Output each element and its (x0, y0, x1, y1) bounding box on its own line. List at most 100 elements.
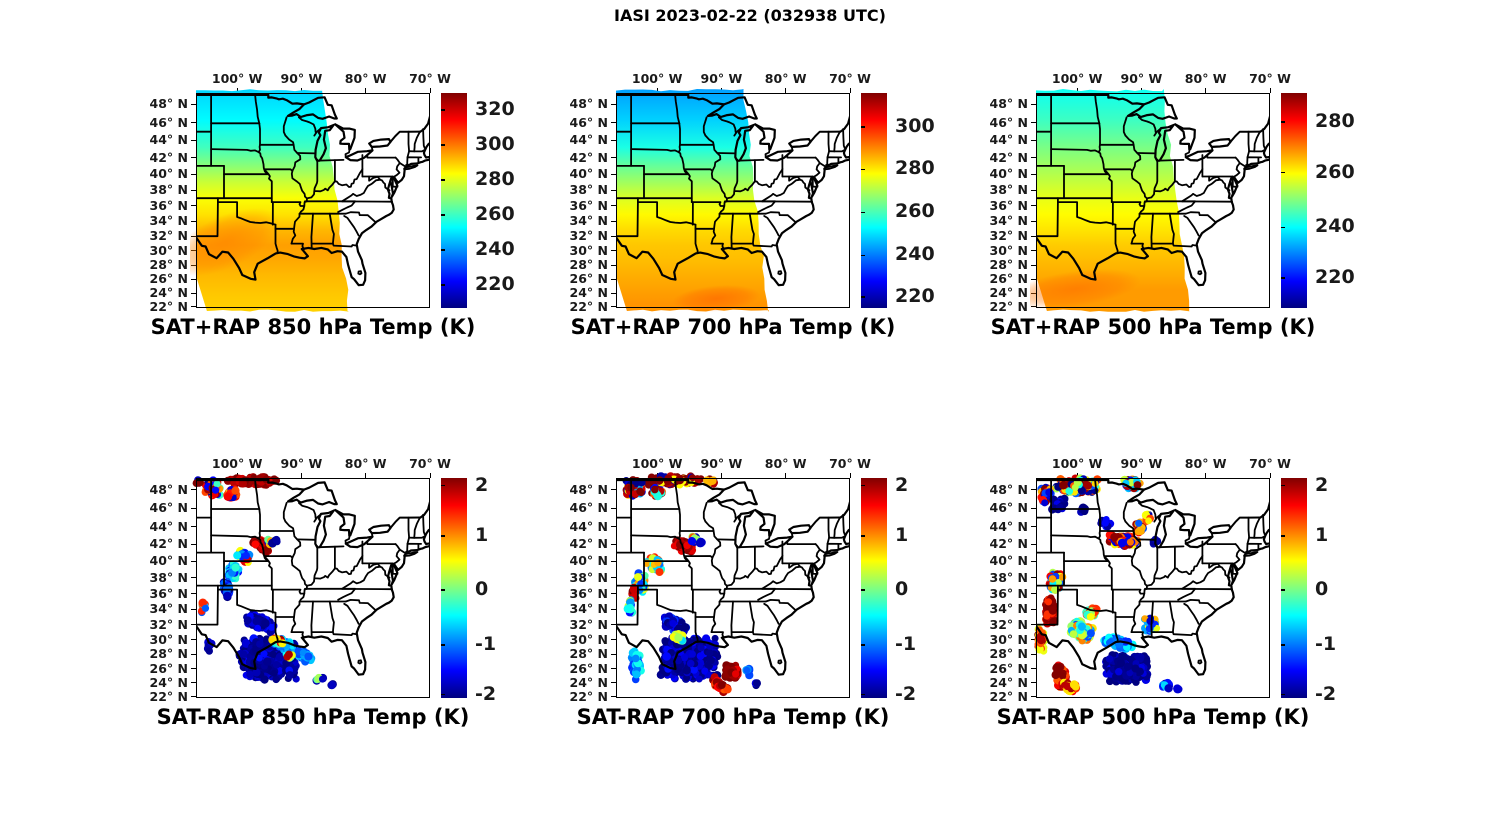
y-tick-label: 24° N (149, 674, 188, 690)
y-tick-mark (191, 507, 196, 509)
colorbar-tick-label: 300 (475, 133, 515, 156)
colorbar-tick-label: 220 (895, 285, 935, 308)
colorbar-tick-mark (861, 589, 865, 591)
y-tick-label: 34° N (989, 601, 1028, 617)
colorbar-tick-mark (861, 211, 865, 214)
colorbar-tick-mark (441, 144, 445, 146)
colorbar-tick-label: -1 (895, 633, 917, 656)
y-tick-mark (1031, 278, 1036, 280)
x-tick-label: 80° W (764, 456, 807, 471)
y-tick-mark (1031, 668, 1036, 670)
y-tick-label: 34° N (989, 213, 1028, 229)
x-tick-mark (1076, 88, 1078, 93)
colorbar-tick-mark (861, 126, 865, 128)
y-tick-label: 24° N (989, 285, 1028, 301)
y-tick-mark (611, 507, 616, 509)
y-tick-label: 32° N (149, 616, 188, 632)
y-tick-label: 40° N (149, 166, 188, 182)
y-tick-label: 22° N (149, 688, 188, 704)
y-tick-mark (611, 639, 616, 640)
colorbar-tick-label: -2 (475, 682, 497, 705)
y-tick-label: 36° N (149, 585, 188, 601)
y-tick-label: 40° N (149, 553, 188, 569)
y-tick-label: 22° N (989, 688, 1028, 704)
colorbar-tick-label: 260 (895, 200, 935, 223)
y-tick-label: 48° N (989, 481, 1028, 497)
x-tick-mark (429, 473, 431, 478)
y-tick-label: 46° N (149, 114, 188, 130)
y-tick-mark (611, 624, 616, 626)
y-tick-mark (611, 696, 616, 698)
y-tick-mark (191, 292, 196, 294)
colorbar-tick-mark (1281, 693, 1285, 696)
colorbar-tick-mark (861, 644, 865, 646)
x-tick-mark (365, 88, 367, 93)
y-tick-mark (191, 593, 196, 595)
y-tick-label: 46° N (569, 500, 608, 516)
y-tick-label: 44° N (989, 518, 1028, 534)
x-tick-label: 100° W (1051, 71, 1103, 86)
colorbar (441, 93, 467, 308)
colorbar-tick-label: 260 (1315, 160, 1355, 183)
y-tick-mark (1031, 235, 1036, 237)
x-tick-label: 90° W (1120, 71, 1163, 86)
y-tick-mark (191, 608, 196, 610)
y-tick-mark (191, 668, 196, 670)
x-tick-label: 70° W (829, 71, 871, 86)
y-tick-mark (611, 189, 616, 191)
y-tick-mark (191, 173, 196, 175)
y-tick-label: 34° N (149, 601, 188, 617)
y-tick-mark (1031, 507, 1036, 509)
colorbar-tick-label: 0 (475, 577, 489, 600)
map-svg (190, 89, 430, 312)
y-tick-mark (1031, 220, 1036, 222)
y-tick-mark (611, 264, 616, 266)
y-tick-mark (1031, 526, 1036, 528)
y-tick-mark (191, 560, 196, 562)
y-tick-mark (611, 220, 616, 222)
colorbar-tick-label: 280 (895, 157, 935, 180)
colorbar-tick-mark (441, 249, 445, 251)
x-tick-mark (300, 473, 302, 478)
y-tick-label: 46° N (569, 114, 608, 130)
colorbar-tick-mark (1281, 226, 1285, 229)
y-tick-label: 36° N (989, 585, 1028, 601)
y-tick-label: 28° N (149, 646, 188, 662)
colorbar-tick-mark (1281, 171, 1285, 174)
y-tick-mark (611, 608, 616, 610)
y-tick-label: 38° N (149, 182, 188, 198)
figure-title: IASI 2023-02-22 (032938 UTC) (614, 6, 886, 25)
colorbar-tick-mark (441, 693, 445, 696)
y-tick-mark (611, 250, 616, 252)
y-tick-mark (611, 278, 616, 280)
y-tick-label: 28° N (989, 257, 1028, 273)
x-tick-mark (656, 88, 658, 93)
colorbar-tick-label: 240 (895, 243, 935, 266)
y-tick-label: 32° N (569, 228, 608, 244)
y-tick-label: 30° N (569, 631, 608, 647)
x-tick-mark (236, 88, 238, 93)
y-tick-label: 32° N (569, 616, 608, 632)
y-tick-label: 26° N (149, 271, 188, 287)
colorbar-tick-mark (441, 484, 445, 487)
map-svg (1034, 474, 1270, 696)
panel-title: SAT+RAP 500 hPa Temp (K) (990, 315, 1316, 339)
map-svg (616, 472, 850, 697)
panel-title: SAT-RAP 700 hPa Temp (K) (576, 705, 890, 729)
y-tick-label: 22° N (149, 298, 188, 314)
x-tick-label: 80° W (764, 71, 807, 86)
x-tick-label: 90° W (700, 71, 743, 86)
colorbar-tick-mark (861, 693, 865, 696)
y-tick-label: 24° N (569, 285, 608, 301)
y-tick-mark (191, 653, 196, 655)
y-tick-label: 42° N (569, 149, 608, 165)
y-tick-label: 34° N (149, 213, 188, 229)
y-tick-mark (1031, 543, 1036, 545)
colorbar (861, 93, 887, 308)
y-tick-mark (611, 682, 616, 684)
y-tick-label: 40° N (989, 166, 1028, 182)
y-tick-label: 30° N (149, 631, 188, 647)
colorbar (441, 478, 467, 698)
x-tick-label: 70° W (1249, 71, 1291, 86)
